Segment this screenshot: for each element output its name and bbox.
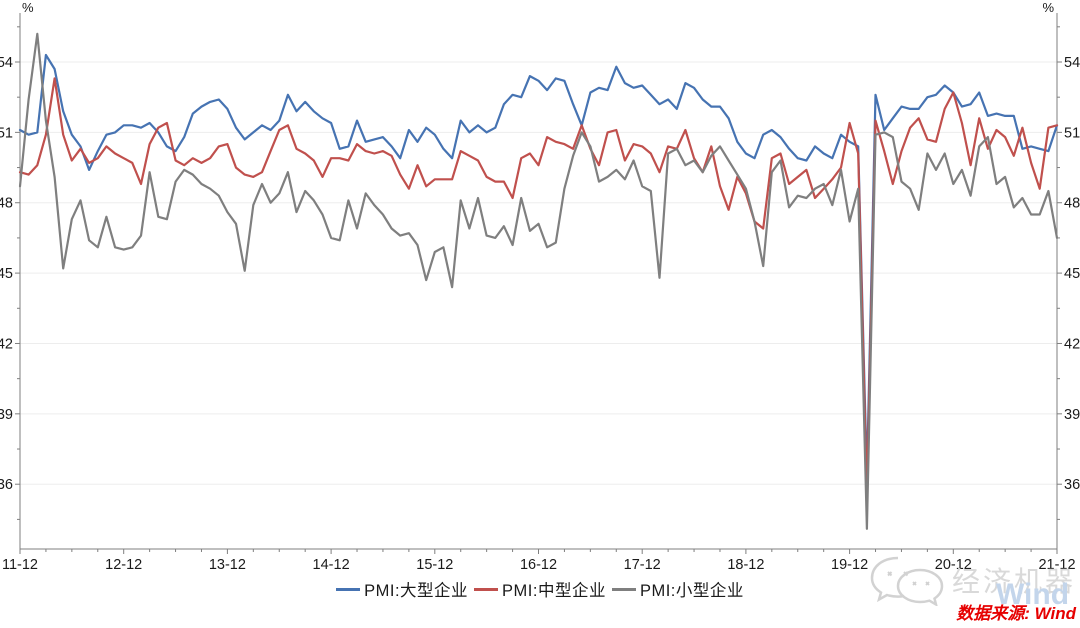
x-tick-label: 14-12 xyxy=(313,557,350,573)
svg-text:48: 48 xyxy=(1064,196,1080,212)
svg-text:39: 39 xyxy=(0,407,13,423)
series-line-0 xyxy=(18,53,1059,479)
chart-legend: PMI:大型企业 PMI:中型企业 PMI:小型企业 xyxy=(0,577,1080,601)
legend-item-0: PMI:大型企业 xyxy=(336,577,468,601)
y-axis-unit-right: % xyxy=(1042,0,1054,15)
legend-label-0: PMI:大型企业 xyxy=(364,582,469,600)
svg-text:45: 45 xyxy=(0,266,13,282)
legend-swatch-0 xyxy=(336,587,361,591)
x-tick-label: 18-12 xyxy=(727,557,764,573)
series-line-1 xyxy=(18,77,1059,497)
legend-item-1: PMI:中型企业 xyxy=(474,577,606,601)
legend-label-1: PMI:中型企业 xyxy=(502,582,606,600)
legend-item-2: PMI:小型企业 xyxy=(611,577,744,601)
series-line-2 xyxy=(18,32,1059,530)
y-axis-unit-left: % xyxy=(22,0,34,15)
svg-text:36: 36 xyxy=(1064,477,1080,493)
x-tick-label: 19-12 xyxy=(831,557,868,573)
svg-text:42: 42 xyxy=(0,336,13,352)
data-source-note: 数据来源: Wind xyxy=(956,604,1076,623)
x-tick-label: 13-12 xyxy=(209,557,246,573)
svg-text:36: 36 xyxy=(0,477,13,493)
y-axis-ticks: 36 36 39 39 42 42 45 45 48 48 51 51 54 54%% xyxy=(0,0,1080,520)
x-tick-label: 17-12 xyxy=(624,557,661,573)
x-tick-label: 12-12 xyxy=(105,557,142,573)
series-lines xyxy=(18,32,1059,530)
svg-text:51: 51 xyxy=(1064,125,1080,141)
x-tick-label: 15-12 xyxy=(416,557,453,573)
svg-text:51: 51 xyxy=(0,125,13,141)
svg-text:42: 42 xyxy=(1064,336,1080,352)
x-tick-label: 11-12 xyxy=(2,557,38,573)
legend-label-2: PMI:小型企业 xyxy=(639,582,744,600)
svg-text:54: 54 xyxy=(1064,55,1080,71)
axes xyxy=(19,13,1058,550)
x-tick-label: 21-12 xyxy=(1038,557,1075,573)
gridlines xyxy=(20,61,1057,485)
x-tick-label: 16-12 xyxy=(520,557,557,573)
legend-swatch-2 xyxy=(611,587,636,591)
x-tick-label: 20-12 xyxy=(935,557,972,573)
svg-text:48: 48 xyxy=(0,196,13,212)
svg-text:39: 39 xyxy=(1064,407,1080,423)
x-axis-ticks: 11-12 12-12 13-12 14-12 15-12 16-12 17-12 18-12… xyxy=(2,549,1076,573)
svg-text:45: 45 xyxy=(1064,266,1080,282)
svg-text:54: 54 xyxy=(0,55,13,71)
legend-swatch-1 xyxy=(474,587,499,591)
